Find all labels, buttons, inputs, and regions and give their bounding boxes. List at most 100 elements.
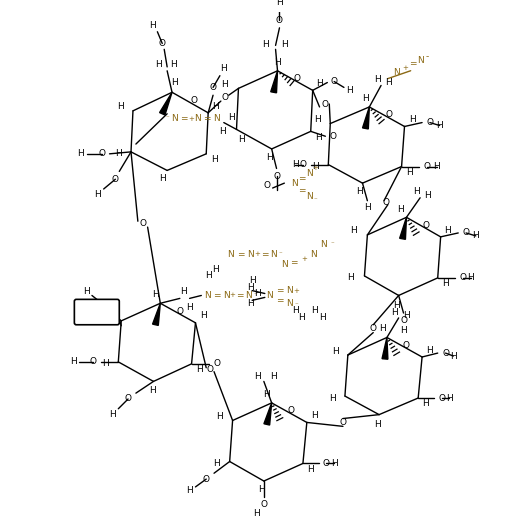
Text: =: = xyxy=(276,286,283,295)
Text: H: H xyxy=(196,365,203,374)
Text: O: O xyxy=(288,406,295,415)
Text: H: H xyxy=(247,299,253,308)
Text: O: O xyxy=(403,341,410,350)
Text: H: H xyxy=(291,306,299,314)
Text: N: N xyxy=(320,240,327,249)
Text: H: H xyxy=(228,113,235,122)
Text: H: H xyxy=(379,324,385,333)
Text: H: H xyxy=(391,308,398,317)
Text: H: H xyxy=(200,311,207,320)
Polygon shape xyxy=(382,338,388,359)
Text: ⁻: ⁻ xyxy=(165,116,169,122)
Text: N: N xyxy=(266,291,273,300)
Text: H: H xyxy=(446,394,453,403)
Text: +: + xyxy=(313,165,319,172)
Text: +: + xyxy=(403,65,408,71)
Text: O: O xyxy=(423,162,431,171)
Text: N: N xyxy=(214,114,220,123)
Text: H: H xyxy=(186,486,193,495)
Text: H: H xyxy=(270,372,277,381)
Text: H: H xyxy=(70,358,77,366)
Text: O: O xyxy=(159,39,166,48)
Text: O: O xyxy=(210,83,216,92)
Text: H: H xyxy=(442,279,449,288)
Text: O: O xyxy=(273,172,280,181)
Text: H: H xyxy=(400,326,407,335)
Text: =: = xyxy=(298,174,306,183)
Text: N: N xyxy=(286,299,293,308)
Text: O: O xyxy=(383,198,389,207)
Text: O: O xyxy=(294,74,301,83)
Text: H: H xyxy=(307,465,314,474)
Text: H: H xyxy=(170,60,177,69)
Text: H: H xyxy=(159,174,166,183)
Text: O: O xyxy=(125,394,131,404)
Text: H: H xyxy=(403,311,410,320)
Text: O: O xyxy=(322,100,329,110)
Text: H: H xyxy=(221,80,228,89)
Text: O: O xyxy=(400,317,407,326)
Text: H: H xyxy=(186,303,193,312)
Text: O: O xyxy=(190,96,197,104)
Text: O: O xyxy=(459,274,467,282)
Text: =: = xyxy=(213,291,221,300)
Text: N: N xyxy=(245,291,252,300)
Text: N: N xyxy=(291,178,298,187)
Text: N: N xyxy=(270,250,277,259)
Text: H: H xyxy=(152,290,159,299)
Text: O: O xyxy=(385,110,392,119)
Text: H: H xyxy=(205,271,212,280)
Text: N: N xyxy=(171,114,178,123)
Text: O: O xyxy=(98,149,105,159)
Text: H: H xyxy=(314,115,321,124)
Text: H: H xyxy=(423,400,430,408)
Text: N: N xyxy=(224,291,230,300)
Text: O: O xyxy=(213,359,220,369)
Text: +: + xyxy=(301,256,307,262)
Text: =: = xyxy=(237,250,244,259)
Text: H: H xyxy=(413,187,420,196)
FancyBboxPatch shape xyxy=(74,299,119,325)
Text: N: N xyxy=(393,68,400,77)
Text: O: O xyxy=(323,459,330,468)
Text: H: H xyxy=(211,155,217,164)
Text: =: = xyxy=(236,291,243,300)
Text: H: H xyxy=(180,287,187,296)
Text: H: H xyxy=(450,352,457,361)
Text: ⁻: ⁻ xyxy=(330,242,334,248)
Text: H: H xyxy=(424,191,432,201)
Text: O: O xyxy=(98,299,105,308)
Text: O: O xyxy=(330,132,337,141)
Text: H: H xyxy=(433,162,440,171)
Text: H: H xyxy=(213,265,219,274)
Text: H: H xyxy=(171,78,178,87)
Text: H: H xyxy=(263,40,269,49)
Text: O: O xyxy=(299,160,306,169)
Text: H: H xyxy=(216,412,224,421)
Text: H: H xyxy=(220,65,227,74)
Text: H: H xyxy=(274,58,281,67)
Text: H: H xyxy=(109,410,116,419)
Text: H: H xyxy=(331,459,337,468)
Text: H: H xyxy=(254,289,262,298)
Text: H: H xyxy=(263,390,270,398)
Text: H: H xyxy=(254,372,262,381)
Text: N: N xyxy=(417,56,423,65)
Text: N: N xyxy=(247,250,253,259)
Text: H: H xyxy=(311,306,318,314)
Text: O: O xyxy=(176,307,183,316)
Text: H: H xyxy=(94,191,101,200)
Text: H: H xyxy=(444,226,451,236)
Text: O: O xyxy=(203,475,210,484)
Text: H: H xyxy=(291,160,299,169)
Text: H: H xyxy=(409,115,416,124)
Text: ⁻: ⁻ xyxy=(314,198,317,204)
Text: H: H xyxy=(350,226,357,236)
Text: H: H xyxy=(312,162,319,171)
Text: H: H xyxy=(276,0,283,7)
Text: O: O xyxy=(207,365,214,374)
Text: H: H xyxy=(149,22,156,30)
Text: H: H xyxy=(406,168,413,177)
Text: H: H xyxy=(105,312,112,321)
Text: N: N xyxy=(204,291,211,300)
